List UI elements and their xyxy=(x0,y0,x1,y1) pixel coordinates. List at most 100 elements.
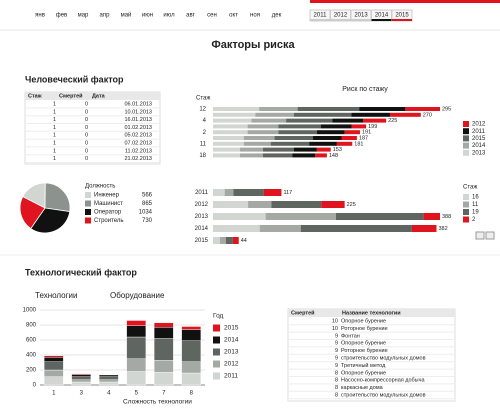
pie-slice xyxy=(19,196,46,230)
table-cell: 1 xyxy=(53,101,56,107)
bar-segment xyxy=(263,153,293,158)
annotation: Оборудование xyxy=(110,291,165,300)
table-cell: 07.02.2013 xyxy=(124,140,152,146)
x-tick-label: 4 xyxy=(107,391,111,397)
bar-segment xyxy=(259,225,301,232)
y-tick-label: 200 xyxy=(26,368,37,374)
bar-segment xyxy=(292,153,316,158)
bar-segment xyxy=(341,136,357,140)
month-filter: сен xyxy=(207,13,217,19)
total-label: 382 xyxy=(438,226,447,232)
bar-segment xyxy=(321,201,345,208)
total-label: 191 xyxy=(362,130,371,136)
legend-swatch xyxy=(85,200,91,207)
bar-segment xyxy=(300,225,412,232)
y-tick-label: 18 xyxy=(199,153,206,159)
bar-segment xyxy=(220,237,226,244)
table-header xyxy=(25,92,160,100)
table-cell: 21.02.2013 xyxy=(124,156,152,162)
bar-segment xyxy=(213,237,221,244)
legend-swatch xyxy=(213,336,220,344)
month-filter: мар xyxy=(78,13,89,19)
legend-swatch xyxy=(463,135,469,142)
total-label: 153 xyxy=(333,147,342,153)
legend-value: 865 xyxy=(142,201,153,207)
bar-segment xyxy=(126,336,147,359)
legend-value: 566 xyxy=(142,193,153,199)
total-label: 225 xyxy=(388,118,397,124)
total-label: 148 xyxy=(329,153,338,159)
legend-label: 2014 xyxy=(224,337,239,344)
bar-segment xyxy=(181,372,202,386)
bar-segment xyxy=(225,237,233,244)
bar-segment xyxy=(313,136,342,140)
y-tick-label: 4 xyxy=(203,118,207,124)
bar-segment xyxy=(278,130,317,135)
bar-segment xyxy=(263,147,294,152)
top-accent xyxy=(310,0,500,3)
total-label: 295 xyxy=(442,106,451,112)
legend-title: Стаж xyxy=(463,185,477,191)
legend-swatch xyxy=(463,121,469,127)
chart-title: Риск по стажу xyxy=(342,86,388,93)
year-underline xyxy=(310,19,330,21)
bar-segment xyxy=(251,118,287,123)
bar-segment xyxy=(213,141,244,146)
bar-segment xyxy=(71,374,92,377)
table-cell: 8 xyxy=(335,370,338,376)
bar-segment xyxy=(405,107,440,111)
table-cell: 0 xyxy=(85,101,88,107)
year-underline xyxy=(351,19,371,21)
x-tick-label: 3 xyxy=(80,391,84,397)
bar-segment xyxy=(363,118,387,123)
scroll-buttons[interactable] xyxy=(475,231,495,240)
bar-segment xyxy=(336,141,353,146)
table-header-cell: Стаж xyxy=(28,93,42,99)
year-filter-label: 2012 xyxy=(334,13,348,19)
legend-label: Строитель xyxy=(94,218,124,224)
table-cell: 1 xyxy=(53,125,56,131)
bar-segment xyxy=(239,147,264,152)
table-cell: 9 xyxy=(335,355,338,361)
bar-segment xyxy=(344,130,360,135)
bar-segment xyxy=(213,189,225,196)
total-label: 270 xyxy=(423,112,432,118)
y-tick-label: 12 xyxy=(199,107,206,113)
legend-label: 2011 xyxy=(224,373,238,380)
table-cell: Третичный метод xyxy=(341,362,386,369)
month-filter: дек xyxy=(272,13,282,19)
bar-segment xyxy=(263,189,282,196)
bar-segment xyxy=(213,147,240,152)
table-cell: 05.02.2013 xyxy=(124,133,152,139)
year-underline xyxy=(330,19,351,21)
legend-swatch xyxy=(213,324,220,332)
legend-label: 2011 xyxy=(472,129,486,135)
bar-segment xyxy=(98,376,119,380)
y-tick-label: 2012 xyxy=(195,202,209,208)
bar-segment xyxy=(332,118,364,123)
legend-value: 1034 xyxy=(139,210,153,216)
bar-segment xyxy=(278,124,321,129)
month-filter: ноя xyxy=(250,13,260,19)
bar-segment xyxy=(71,373,92,375)
legend-swatch xyxy=(85,209,91,215)
section-title: Человеческий фактор xyxy=(25,74,124,84)
bar-segment xyxy=(126,371,147,386)
x-tick-label: 1 xyxy=(52,391,56,397)
scroll-down[interactable] xyxy=(485,231,495,240)
table-cell: 0 xyxy=(85,117,88,123)
table-cell: 06.01.2013 xyxy=(124,101,152,107)
bar-segment xyxy=(181,329,202,341)
bar-segment xyxy=(224,189,234,196)
legend-label: 2015 xyxy=(472,136,486,142)
total-label: 181 xyxy=(354,141,363,147)
table-header-cell: Дата xyxy=(92,93,106,99)
bar-segment xyxy=(309,141,337,146)
table-cell: 0 xyxy=(85,148,88,154)
scroll-up[interactable] xyxy=(475,231,485,240)
table-cell: Насосно-компрессорная добыча xyxy=(341,378,426,384)
table-cell: 1 xyxy=(53,109,56,115)
bar-segment xyxy=(293,112,352,117)
pie-slice xyxy=(30,207,71,234)
table-cell: 0 xyxy=(85,133,88,139)
